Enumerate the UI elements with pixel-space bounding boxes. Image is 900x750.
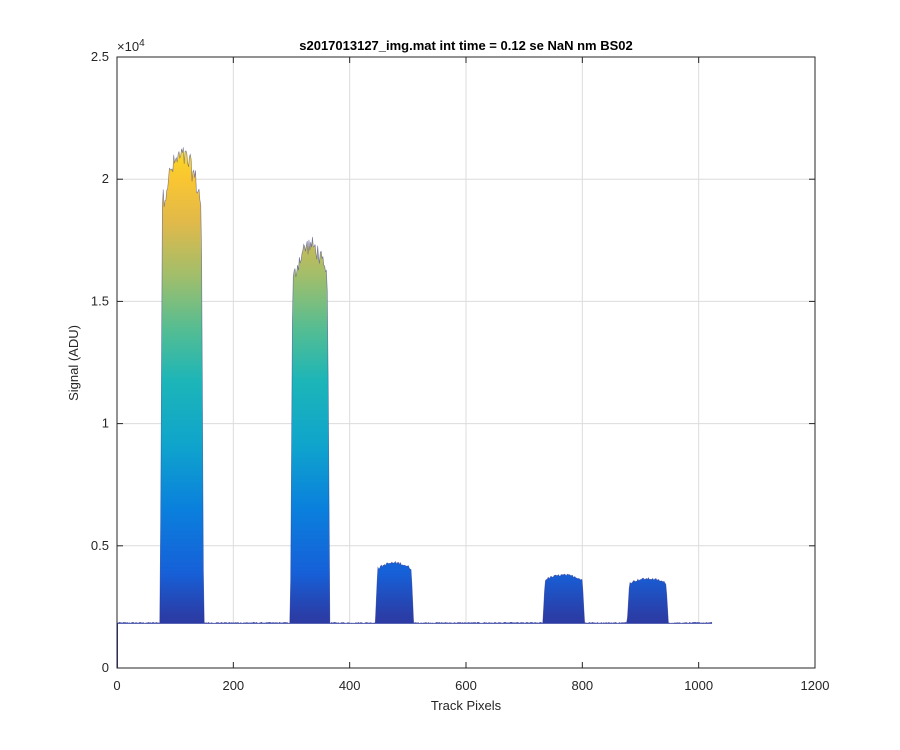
signal-outline xyxy=(116,147,713,624)
x-axis: 0 200 400 600 800 1000 1200 xyxy=(113,57,829,693)
x-tick-label: 1200 xyxy=(801,678,830,693)
grid-lines xyxy=(117,57,815,668)
x-tick-label: 0 xyxy=(113,678,120,693)
x-tick-label: 400 xyxy=(339,678,361,693)
y-tick-label: 0 xyxy=(102,660,109,675)
signal-series xyxy=(116,147,814,669)
y-axis: 0 0.5 1 1.5 2 2.5 xyxy=(91,49,815,675)
x-tick-label: 600 xyxy=(455,678,477,693)
y-tick-label: 1 xyxy=(102,416,109,431)
y-tick-label: 1.5 xyxy=(91,293,109,308)
x-tick-label: 200 xyxy=(222,678,244,693)
signal-area xyxy=(117,147,713,669)
x-tick-label: 800 xyxy=(571,678,593,693)
x-axis-label: Track Pixels xyxy=(431,698,502,713)
y-tick-label: 0.5 xyxy=(91,538,109,553)
y-tick-label: 2.5 xyxy=(91,49,109,64)
x-tick-label: 1000 xyxy=(684,678,713,693)
below-baseline xyxy=(118,623,814,668)
y-exponent-base: ×10 xyxy=(117,39,139,54)
y-exponent-power: 4 xyxy=(139,38,145,49)
chart-title: s2017013127_img.mat int time = 0.12 se N… xyxy=(299,38,633,53)
y-tick-label: 2 xyxy=(102,171,109,186)
y-exponent-label: ×104 xyxy=(117,38,145,54)
y-axis-label: Signal (ADU) xyxy=(66,325,81,401)
